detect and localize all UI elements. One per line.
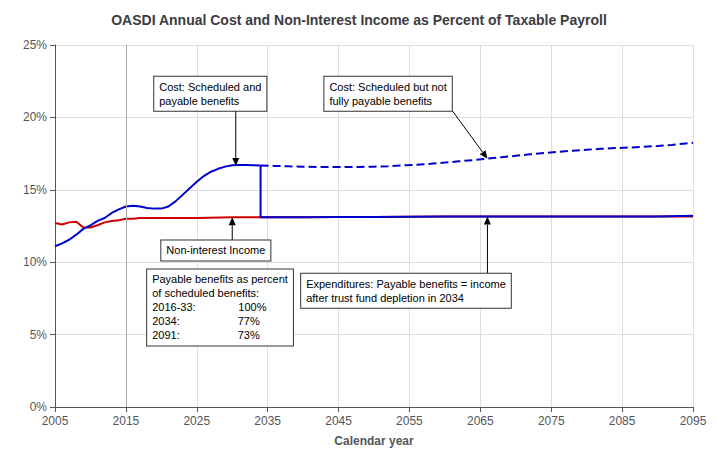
svg-text:2065: 2065 <box>467 414 494 428</box>
svg-text:2075: 2075 <box>538 414 565 428</box>
svg-text:25%: 25% <box>23 38 47 52</box>
svg-text:0%: 0% <box>30 400 48 414</box>
svg-text:Non-interest Income: Non-interest Income <box>166 244 265 256</box>
svg-text:Expenditures: Payable benefits: Expenditures: Payable benefits = income <box>306 278 506 290</box>
svg-text:Cost: Scheduled and: Cost: Scheduled and <box>159 81 261 93</box>
svg-text:15%: 15% <box>23 183 47 197</box>
svg-text:Payable benefits as percent: Payable benefits as percent <box>152 273 288 285</box>
svg-text:OASDI Annual Cost and Non-Inte: OASDI Annual Cost and Non-Interest Incom… <box>111 12 607 28</box>
svg-text:Cost: Scheduled but not: Cost: Scheduled but not <box>329 81 446 93</box>
svg-text:20%: 20% <box>23 110 47 124</box>
svg-text:2015: 2015 <box>113 414 140 428</box>
svg-text:2035: 2035 <box>254 414 281 428</box>
svg-text:after trust fund depletion in: after trust fund depletion in 2034 <box>306 292 464 304</box>
svg-text:of scheduled benefits:: of scheduled benefits: <box>152 287 259 299</box>
svg-text:2055: 2055 <box>396 414 423 428</box>
svg-text:2005: 2005 <box>42 414 69 428</box>
svg-text:2091: 73%: 2091: 73% <box>152 329 260 341</box>
svg-text:payable benefits: payable benefits <box>159 95 240 107</box>
svg-text:2025: 2025 <box>183 414 210 428</box>
svg-text:fully payable benefits: fully payable benefits <box>329 95 432 107</box>
svg-text:Calendar year: Calendar year <box>334 434 414 448</box>
svg-text:2095: 2095 <box>680 414 707 428</box>
svg-text:2016-33: 100%: 2016-33: 100% <box>152 301 267 313</box>
svg-text:10%: 10% <box>23 255 47 269</box>
svg-text:5%: 5% <box>30 328 48 342</box>
svg-text:2034: 77%: 2034: 77% <box>152 315 260 327</box>
svg-text:2045: 2045 <box>325 414 352 428</box>
svg-text:2085: 2085 <box>609 414 636 428</box>
